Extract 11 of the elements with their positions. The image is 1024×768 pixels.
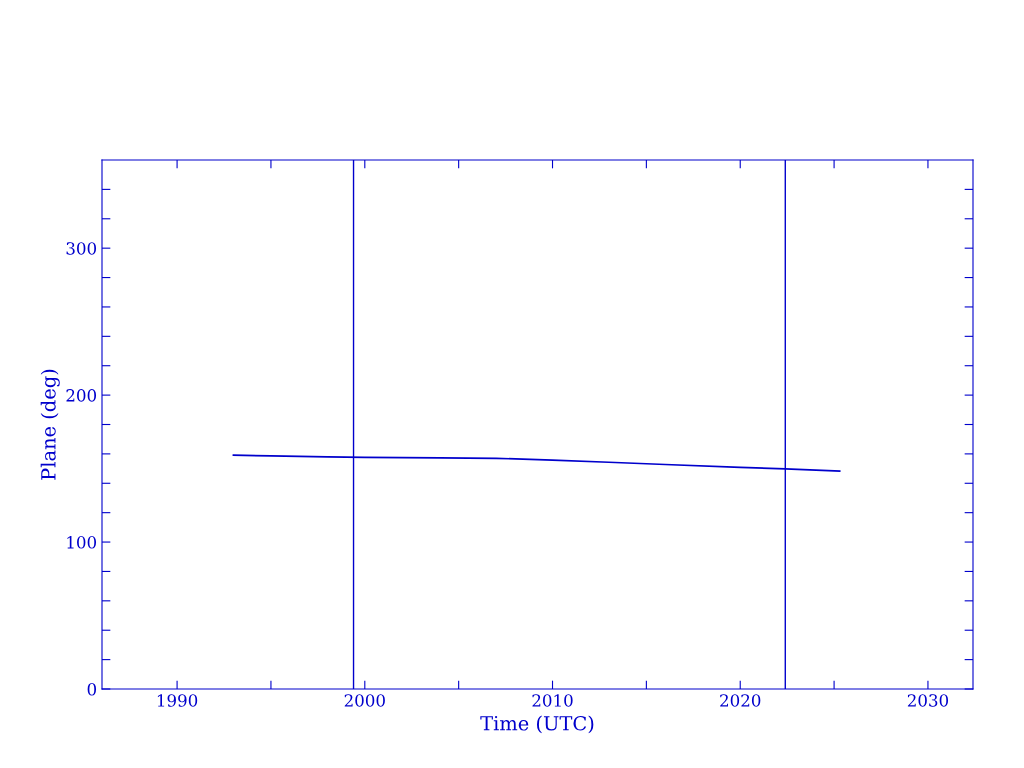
y-tick-label: 200 <box>66 389 97 402</box>
y-axis-title: Plane (deg) <box>40 369 60 480</box>
x-tick-label: 2000 <box>344 694 385 707</box>
x-tick-label: 2010 <box>532 694 573 707</box>
x-axis-title: Time (UTC) <box>480 715 594 734</box>
x-tick-label: 1990 <box>157 694 198 707</box>
y-tick-label: 0 <box>87 682 97 696</box>
y-tick-label: 100 <box>67 536 97 549</box>
y-tick-label: 300 <box>66 242 97 255</box>
x-tick-label: 2020 <box>720 694 761 707</box>
x-tick-label: 2030 <box>907 694 949 707</box>
